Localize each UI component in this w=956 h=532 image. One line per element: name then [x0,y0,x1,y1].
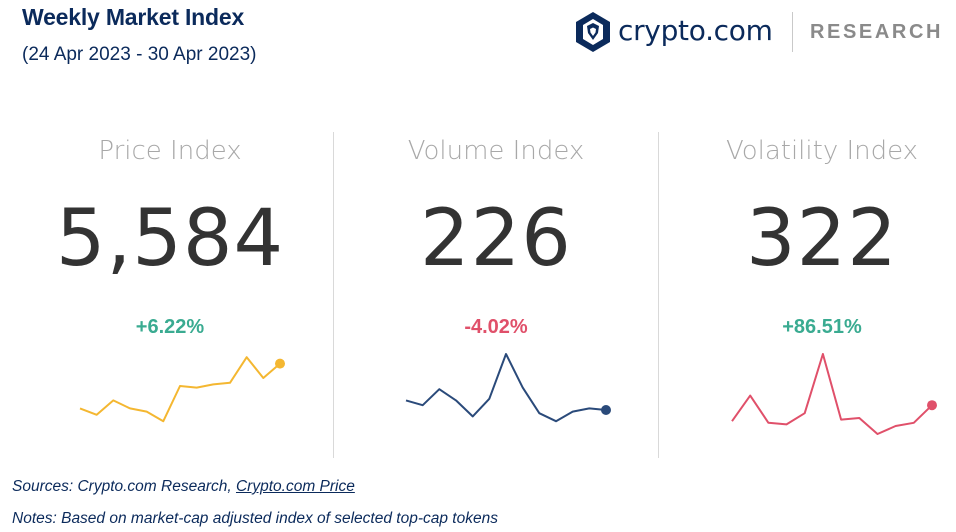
price-index-sparkline [79,356,285,423]
volume-index-panel: Volume Index 226 -4.02% [336,128,656,468]
sparkline-series [731,353,933,435]
sparkline-end-point [275,358,285,369]
price-index-label: Price Index [98,136,242,166]
divider-2 [658,132,659,458]
brand-divider [792,12,793,52]
volume-index-change: -4.02% [464,316,528,338]
date-range: (24 Apr 2023 - 30 Apr 2023) [22,44,257,65]
price-index-value: 5,584 [55,194,285,284]
brand-research-tag: RESEARCH [810,21,944,43]
volatility-index-panel: Volatility Index 322 +86.51% [662,128,956,468]
notes-text: Notes: Based on market-cap adjusted inde… [12,510,498,527]
brand-header: crypto.com RESEARCH [574,10,944,56]
page-title: Weekly Market Index [22,4,245,30]
price-index-change: +6.22% [135,316,205,338]
volatility-index-sparkline [731,353,937,435]
sparkline-series [405,353,607,423]
sparkline-series [79,356,281,423]
brand-name: crypto.com [618,14,773,47]
sparkline-end-point [601,405,611,415]
volatility-index-change: +86.51% [782,316,862,338]
divider-1 [333,132,334,458]
volume-index-value: 226 [420,194,572,284]
volume-index-sparkline [405,353,611,423]
crypto-com-price-link[interactable]: Crypto.com Price [235,478,355,495]
volume-index-label: Volume Index [407,136,585,166]
crypto-com-lion-shield-icon [576,12,610,52]
price-index-panel: Price Index 5,584 +6.22% [10,128,330,468]
sources-note: Sources: Crypto.com Research, Crypto.com… [12,478,355,496]
sources-prefix: Sources: Crypto.com Research, [12,478,236,495]
volatility-index-label: Volatility Index [725,136,919,166]
volatility-index-value: 322 [746,194,898,284]
sparkline-end-point [927,400,937,411]
